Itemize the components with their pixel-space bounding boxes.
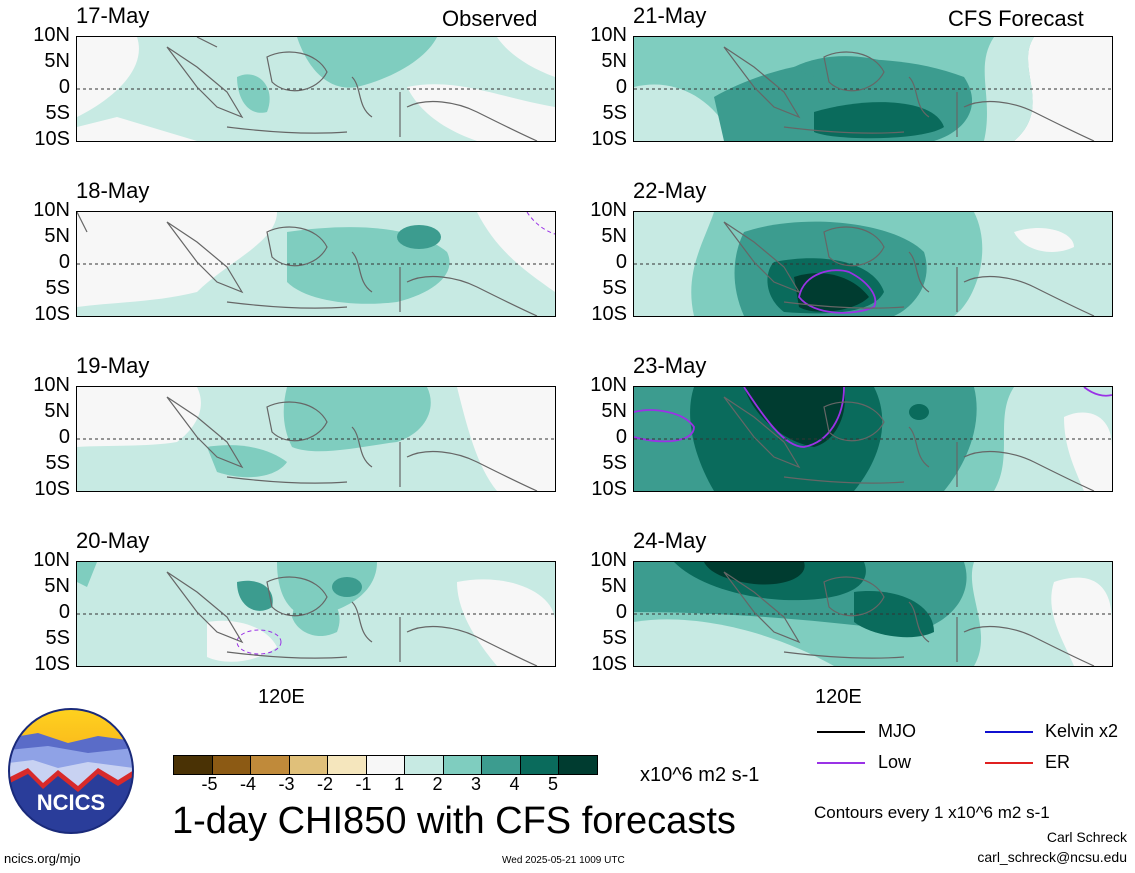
lat-label-left-2-2: 0: [58, 426, 70, 448]
lat-label-right-3-0: 10N: [590, 549, 627, 571]
legend-low-line: [817, 762, 865, 764]
lat-label-left-3-2: 0: [58, 601, 70, 623]
lat-label-left-1-1: 5N: [44, 225, 70, 247]
lat-label-left-2-0: 10N: [33, 374, 70, 396]
colorbar-swatch: [443, 756, 482, 774]
forecast-header: CFS Forecast: [948, 6, 1084, 31]
legend-mjo-line: [817, 731, 865, 733]
colorbar-tick: 3: [471, 774, 482, 794]
lat-label-left-2-1: 5N: [44, 400, 70, 422]
lat-label-left-0-3: 5S: [45, 102, 70, 124]
legend-kelvin-label: Kelvin x2: [1045, 721, 1119, 741]
lat-label-right-1-2: 0: [615, 251, 627, 273]
lat-label-right-1-3: 5S: [602, 277, 627, 299]
colorbar-tick: 5: [548, 774, 559, 794]
observed-header: Observed: [442, 6, 538, 31]
lat-label-right-1-4: 10S: [591, 303, 627, 325]
lat-label-right-2-4: 10S: [591, 478, 627, 500]
colorbar-swatch: [251, 756, 290, 774]
colorbar-swatch: [174, 756, 213, 774]
panel-date-22may: 22-May: [633, 178, 707, 203]
lat-label-left-1-3: 5S: [45, 277, 70, 299]
lat-label-left-2-4: 10S: [34, 478, 70, 500]
site-link[interactable]: ncics.org/mjo: [4, 851, 81, 866]
legend-er-label: ER: [1045, 752, 1071, 772]
panel-date-23may: 23-May: [633, 353, 707, 378]
colorbar-swatch: [520, 756, 559, 774]
colorbar-tick: -5: [201, 774, 218, 794]
map-20may: [76, 561, 556, 667]
panel-date-24may: 24-May: [633, 528, 707, 553]
lat-label-left-3-0: 10N: [33, 549, 70, 571]
lat-label-left-0-4: 10S: [34, 128, 70, 150]
lat-label-right-1-1: 5N: [601, 225, 627, 247]
logo-text: NCICS: [36, 790, 106, 815]
lat-label-right-1-0: 10N: [590, 199, 627, 221]
contours-note: Contours every 1 x10^6 m2 s-1: [814, 803, 1050, 822]
colorbar-tick: -3: [278, 774, 295, 794]
colorbar-swatch: [482, 756, 521, 774]
colorbar-swatch: [559, 756, 597, 774]
lat-label-right-3-4: 10S: [591, 653, 627, 675]
map-18may: [76, 211, 556, 317]
colorbar-tick: 4: [509, 774, 520, 794]
panel-date-18may: 18-May: [76, 178, 150, 203]
lat-label-right-0-2: 0: [615, 76, 627, 98]
main-title: 1-day CHI850 with CFS forecasts: [172, 800, 736, 842]
lat-label-right-3-3: 5S: [602, 627, 627, 649]
lat-label-left-1-0: 10N: [33, 199, 70, 221]
lat-label-left-1-4: 10S: [34, 303, 70, 325]
lat-label-left-0-1: 5N: [44, 50, 70, 72]
lat-label-right-3-1: 5N: [601, 575, 627, 597]
colorbar-swatch: [366, 756, 405, 774]
legend-er-line: [985, 762, 1033, 764]
colorbar-tick: -2: [317, 774, 334, 794]
lat-label-right-2-1: 5N: [601, 400, 627, 422]
map-19may: [76, 386, 556, 492]
map-23may: [633, 386, 1113, 492]
panel-date-20may: 20-May: [76, 528, 150, 553]
panel-date-17may: 17-May: [76, 3, 150, 28]
lon-label-right: 120E: [815, 686, 862, 708]
lat-label-left-3-4: 10S: [34, 653, 70, 675]
colorbar-units: x10^6 m2 s-1: [640, 764, 760, 786]
lat-label-right-0-3: 5S: [602, 102, 627, 124]
colorbar-swatch: [328, 756, 367, 774]
panel-date-21may: 21-May: [633, 3, 707, 28]
lat-label-right-3-2: 0: [615, 601, 627, 623]
colorbar-swatch: [212, 756, 251, 774]
legend-kelvin-line: [985, 731, 1033, 733]
colorbar: [173, 755, 598, 775]
lat-label-right-0-0: 10N: [590, 24, 627, 46]
colorbar-tick: 1: [394, 774, 405, 794]
map-22may: [633, 211, 1113, 317]
lat-label-left-2-3: 5S: [45, 452, 70, 474]
map-24may: [633, 561, 1113, 667]
map-17may: [76, 36, 556, 142]
colorbar-tick: 2: [432, 774, 443, 794]
lat-label-right-2-3: 5S: [602, 452, 627, 474]
colorbar-swatch: [405, 756, 444, 774]
map-21may: [633, 36, 1113, 142]
lat-label-right-2-2: 0: [615, 426, 627, 448]
author-name: Carl Schreck: [1046, 829, 1127, 845]
lat-label-right-2-0: 10N: [590, 374, 627, 396]
lon-label-left: 120E: [258, 686, 305, 708]
author-email[interactable]: carl_schreck@ncsu.edu: [977, 849, 1127, 865]
legend-low-label: Low: [878, 752, 912, 772]
lat-label-left-0-0: 10N: [33, 24, 70, 46]
colorbar-swatch: [289, 756, 328, 774]
legend-mjo-label: MJO: [878, 721, 916, 741]
panel-date-19may: 19-May: [76, 353, 150, 378]
lat-label-left-1-2: 0: [58, 251, 70, 273]
timestamp: Wed 2025-05-21 1009 UTC: [502, 855, 625, 866]
lat-label-left-3-1: 5N: [44, 575, 70, 597]
colorbar-tick: -1: [355, 774, 372, 794]
lat-label-right-0-1: 5N: [601, 50, 627, 72]
lat-label-left-0-2: 0: [58, 76, 70, 98]
lat-label-left-3-3: 5S: [45, 627, 70, 649]
ncics-logo: NCICS: [8, 708, 134, 834]
lat-label-right-0-4: 10S: [591, 128, 627, 150]
colorbar-tick: -4: [240, 774, 257, 794]
